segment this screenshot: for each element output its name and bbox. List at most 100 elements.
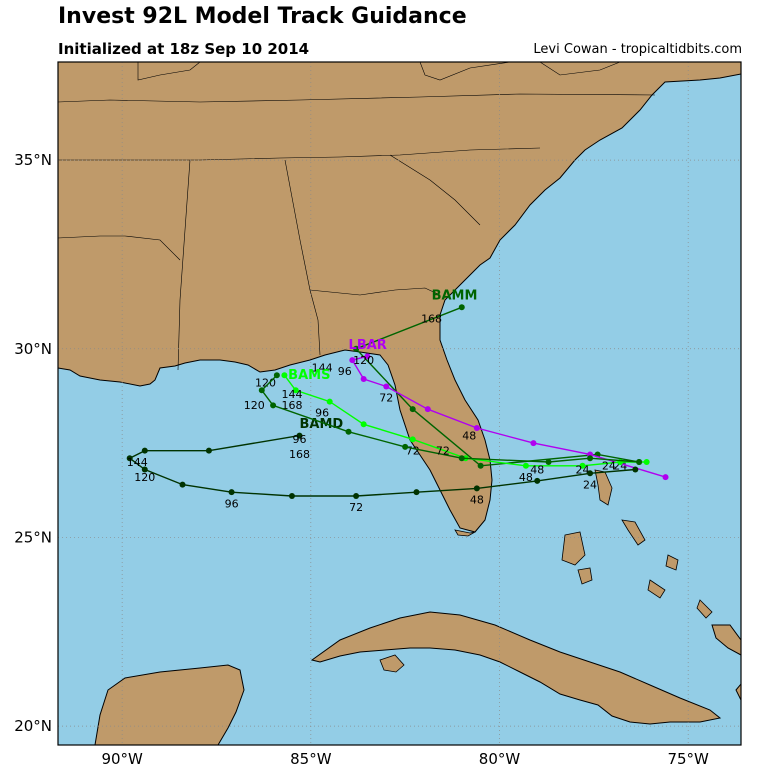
- track-point: [126, 455, 133, 462]
- forecast-hour-label: 48: [519, 471, 533, 484]
- track-point: [409, 436, 416, 443]
- track-bamd: 24 48 72 96 120 144 96 168 BAMD: [126, 417, 639, 514]
- track-point: [424, 406, 431, 413]
- track-point: [473, 485, 480, 492]
- track-point: [288, 492, 295, 499]
- map-frame: [57, 61, 742, 746]
- track-point: [402, 443, 409, 450]
- track-point: [587, 470, 594, 477]
- track-point: [643, 458, 650, 465]
- forecast-hour-label: 96: [315, 407, 329, 420]
- lon-tick-label: 75°W: [667, 750, 709, 768]
- yucatan-peninsula: [58, 664, 245, 745]
- track-point: [270, 402, 277, 409]
- track-point: [522, 462, 529, 469]
- track-point: [473, 425, 480, 432]
- forecast-hour-label: 72: [379, 392, 393, 405]
- lat-tick-label: 25°N: [14, 528, 52, 546]
- forecast-hour-label: 144: [127, 456, 148, 469]
- lon-tick-label: 80°W: [479, 750, 521, 768]
- track-point: [228, 489, 235, 496]
- lat-tick-label: 20°N: [14, 717, 52, 735]
- track-point: [258, 387, 265, 394]
- isla-juventud: [379, 654, 405, 673]
- track-point: [477, 462, 484, 469]
- model-name-label: BAMD: [300, 417, 344, 432]
- track-point: [458, 455, 465, 462]
- forecast-hour-label: 120: [255, 377, 276, 390]
- track-point: [636, 458, 643, 465]
- map-title: Invest 92L Model Track Guidance: [58, 4, 467, 29]
- track-point: [458, 304, 465, 311]
- credit-text: Levi Cowan - tropicaltidbits.com: [533, 42, 742, 57]
- track-point: [413, 489, 420, 496]
- track-point: [292, 387, 299, 394]
- forecast-hour-label: 168: [421, 312, 442, 325]
- forecast-hour-label: 144: [281, 388, 302, 401]
- forecast-hour-label: 24: [576, 463, 590, 476]
- forecast-hour-label: 120: [244, 399, 265, 412]
- axis-ticks: 35°N 30°N 25°N 20°N 90°W 85°W 80°W 75°W: [14, 151, 709, 768]
- forecast-hour-label: 24: [602, 460, 616, 473]
- hispaniola-edge: [711, 624, 741, 701]
- florida-keys: [454, 529, 476, 537]
- forecast-hour-label: 72: [349, 501, 363, 514]
- track-point: [579, 462, 586, 469]
- track-point: [409, 406, 416, 413]
- forecast-hour-label: 144: [312, 361, 333, 374]
- forecast-hour-label: 48: [470, 493, 484, 506]
- track-point: [662, 474, 669, 481]
- track-point: [179, 481, 186, 488]
- lat-tick-label: 35°N: [14, 151, 52, 169]
- track-point: [296, 432, 303, 439]
- forecast-hour-label: 96: [225, 497, 239, 510]
- state-borders: [58, 62, 656, 371]
- track-point: [141, 466, 148, 473]
- track-point: [345, 428, 352, 435]
- track-point: [530, 440, 537, 447]
- us-landmass: [58, 62, 741, 533]
- track-point: [632, 466, 639, 473]
- track-point: [545, 458, 552, 465]
- model-tracks: 24168144BAMM729612048LBAR244872961201441…: [126, 289, 669, 514]
- track-point: [273, 372, 280, 379]
- model-name-label: LBAR: [349, 338, 387, 353]
- track-point: [587, 455, 594, 462]
- track-point: [281, 372, 288, 379]
- forecast-hour-label: 168: [289, 448, 310, 461]
- model-name-label: BAMM: [432, 289, 478, 304]
- forecast-hour-label: 24: [583, 478, 597, 491]
- bahamas-islands: [561, 469, 713, 619]
- track-point: [360, 375, 367, 382]
- track-point: [205, 447, 212, 454]
- cuba-island: [310, 611, 722, 725]
- forecast-hour-label: 96: [293, 433, 307, 446]
- track-point: [349, 357, 356, 364]
- lon-tick-label: 90°W: [101, 750, 143, 768]
- model-name-label: BAMS: [288, 368, 330, 383]
- track-point: [364, 353, 371, 360]
- map-subtitle: Initialized at 18z Sep 10 2014: [58, 40, 310, 58]
- lat-tick-label: 30°N: [14, 340, 52, 358]
- track-point: [326, 398, 333, 405]
- track-unnamed: 24 48 72 120: [244, 372, 643, 476]
- track-point: [353, 492, 360, 499]
- forecast-hour-label: 48: [462, 429, 476, 442]
- track-point: [534, 477, 541, 484]
- track-point: [141, 447, 148, 454]
- track-point: [360, 421, 367, 428]
- forecast-hour-label: 96: [338, 365, 352, 378]
- forecast-hour-label: 168: [281, 399, 302, 412]
- track-line: [354, 306, 640, 467]
- lon-tick-label: 85°W: [290, 750, 332, 768]
- forecast-hour-label: 120: [353, 354, 374, 367]
- forecast-hour-label: 120: [134, 471, 155, 484]
- forecast-hour-label: 72: [436, 444, 450, 457]
- track-point: [383, 383, 390, 390]
- track-point: [353, 345, 360, 352]
- track-line: [283, 374, 647, 467]
- forecast-hour-label: 48: [530, 463, 544, 476]
